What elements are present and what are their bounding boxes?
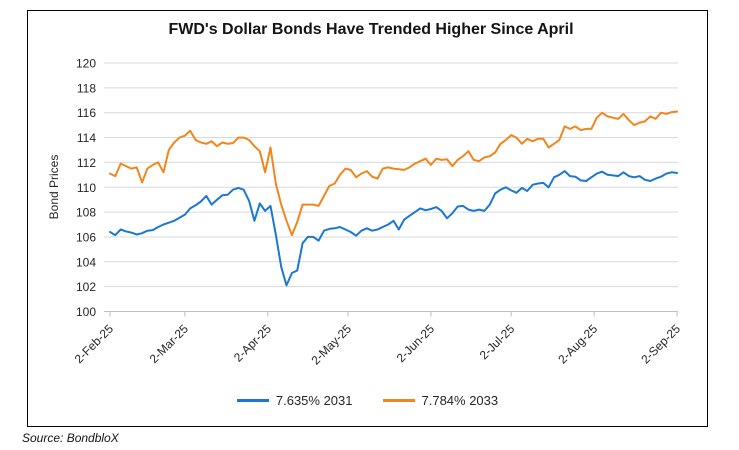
x-tick-label: 2-Apr-25 [231,321,274,364]
chart-title: FWD's Dollar Bonds Have Trended Higher S… [168,21,573,38]
series-line-7-784--2033 [109,110,678,237]
x-tick-label: 2-May-25 [308,321,354,367]
y-tick-label: 104 [76,255,96,269]
y-tick-label: 102 [76,280,96,294]
x-tick-label: 2-Sep-25 [638,321,683,366]
y-tick-label: 114 [77,131,96,145]
legend-swatch-2031-line [236,399,269,402]
y-tick-label: 110 [77,181,96,195]
series-lines [109,110,678,287]
legend-swatch-2033-line [382,399,415,402]
series-line-7-635--2031 [109,170,678,287]
y-axis-tick-labels: 100 102 104 106 108 110 112 114 116 118 120 [76,57,96,320]
chart-border [27,10,708,427]
gridlines [104,62,678,312]
y-tick-label: 100 [76,305,96,319]
y-tick-label: 106 [76,230,96,244]
x-tick-label: 2-Jul-25 [477,321,518,362]
x-tick-label: 2-Jun-25 [394,322,438,366]
y-tick-label: 112 [77,156,96,170]
source-note: Source: BondbloX [22,431,119,445]
x-tick-label: 2-Aug-25 [555,321,600,366]
legend-item-2033: 7.784% 2033 [382,393,499,408]
legend-label-2031: 7.635% 2031 [275,393,353,408]
x-tick-label: 2-Mar-25 [147,321,192,366]
chart-legend: 7.635% 2031 7.784% 2033 [27,393,708,408]
y-tick-label: 118 [77,81,96,95]
legend-item-2031: 7.635% 2031 [236,393,353,408]
y-tick-label: 116 [77,106,96,120]
x-tick-label: 2-Feb-25 [72,321,117,366]
y-tick-label: 108 [76,206,96,220]
y-tick-label: 120 [76,57,96,71]
y-axis-title: Bond Prices [47,155,61,220]
x-axis: 2-Feb-25 2-Mar-25 2-Apr-25 2-May-25 2-Jun-25… [72,311,683,367]
legend-label-2033: 7.784% 2033 [421,393,499,408]
